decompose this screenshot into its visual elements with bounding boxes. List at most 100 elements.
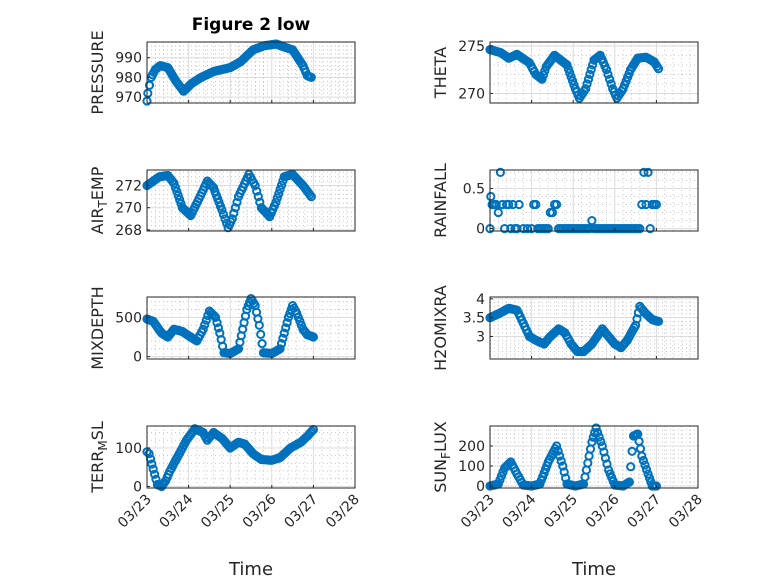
data-point <box>227 214 237 224</box>
data-point <box>307 426 317 436</box>
data-point <box>211 312 221 322</box>
y-axis-label: AIRTEMP <box>88 166 110 234</box>
data-point <box>201 315 211 325</box>
data-point <box>643 167 653 177</box>
x-tick-label: 03/28 <box>323 492 363 532</box>
y-tick-label: 272 <box>115 179 142 195</box>
data-point <box>653 316 664 326</box>
y-tick-label: 980 <box>115 70 142 86</box>
data-point <box>230 203 240 213</box>
y-tick-label: 0 <box>133 350 142 366</box>
axes-frame <box>146 425 356 489</box>
data-point <box>148 464 158 474</box>
data-point <box>586 65 596 75</box>
data-point <box>594 432 604 442</box>
panel-rainfall: 0 0.5 RAINFALL <box>431 163 699 238</box>
data-point <box>250 180 260 191</box>
data-point <box>279 328 289 338</box>
x-axis-label-left: Time <box>228 559 273 580</box>
x-axis-label-right: Time <box>571 559 616 580</box>
y-tick-label: 0 <box>476 222 485 238</box>
y-tick-label: 100 <box>115 441 142 457</box>
data-point <box>651 199 662 210</box>
data-point <box>638 455 649 466</box>
data-point <box>624 477 635 487</box>
data-point <box>514 199 524 210</box>
x-tick-label: 03/27 <box>624 492 664 532</box>
data-point <box>308 332 318 342</box>
y-tick-label: 500 <box>115 310 142 326</box>
data-point <box>635 224 645 234</box>
data-point <box>217 205 227 215</box>
data-point <box>144 80 155 90</box>
y-tick-label: 0 <box>133 479 142 495</box>
data-point <box>508 199 518 210</box>
y-axis-label: THETA <box>431 47 450 99</box>
y-axis-label: MIXDEPTH <box>88 286 107 369</box>
x-tick-label: 03/27 <box>281 492 321 532</box>
data-point <box>275 184 285 194</box>
data-point <box>543 224 553 234</box>
data-point <box>593 427 603 438</box>
data-point <box>585 69 595 80</box>
data-point <box>504 199 514 210</box>
data-point <box>518 224 528 234</box>
x-tick-label: 03/26 <box>240 491 280 531</box>
data-point <box>603 69 613 80</box>
data-point <box>229 208 239 218</box>
data-point <box>274 189 284 199</box>
data-point <box>555 451 565 461</box>
data-point <box>606 79 616 89</box>
data-point <box>256 329 266 339</box>
panel-h2omixra: 3 3.5 4 H2OMIXRA <box>431 285 699 371</box>
data-point <box>278 333 288 343</box>
data-point <box>639 167 649 177</box>
data-point <box>493 207 503 218</box>
x-tick-label: 03/23 <box>115 492 155 532</box>
x-tick-label: 03/23 <box>458 492 498 532</box>
data-point <box>553 446 563 456</box>
data-point <box>582 79 592 89</box>
data-point <box>213 323 223 333</box>
panel-mixdepth: 0 500 MIXDEPTH <box>88 286 356 370</box>
data-point <box>651 481 662 491</box>
y-axis-label: H2OMIXRA <box>431 285 450 371</box>
y-tick-label: 3 <box>476 329 485 345</box>
y-tick-label: 270 <box>115 201 142 217</box>
data-point <box>254 320 264 330</box>
data-point <box>275 344 285 354</box>
x-tick-label: 03/25 <box>541 492 581 532</box>
x-tick-label: 03/24 <box>157 491 197 531</box>
data-point <box>596 436 606 447</box>
axes-frame <box>489 296 699 360</box>
data-point <box>641 199 651 210</box>
x-tick-label: 03/25 <box>198 492 238 532</box>
data-point <box>626 462 636 472</box>
data-point <box>500 224 510 234</box>
axes-frame <box>146 41 356 104</box>
data-point <box>252 186 262 196</box>
axes-frame <box>489 41 699 104</box>
y-axis-label: SUNFLUX <box>431 421 453 493</box>
y-tick-label: 0.5 <box>463 181 485 197</box>
data-point <box>253 192 263 202</box>
data-point <box>147 459 157 469</box>
data-point <box>306 192 316 202</box>
data-point <box>522 224 533 234</box>
data-point <box>527 224 537 234</box>
data-point <box>641 464 652 475</box>
axes-frame <box>146 296 356 360</box>
data-point <box>198 324 208 334</box>
data-point <box>637 199 647 210</box>
figure-title: Figure 2 low <box>192 15 311 35</box>
data-point <box>591 423 601 433</box>
y-tick-label: 0 <box>476 479 485 495</box>
data-point <box>556 456 566 466</box>
data-point <box>281 323 291 333</box>
data-point <box>144 449 154 459</box>
axes-frame <box>489 425 699 489</box>
data-point <box>601 65 612 75</box>
data-point <box>272 193 282 203</box>
data-point <box>640 460 650 470</box>
panel-theta: 270 275 THETA <box>431 39 699 104</box>
